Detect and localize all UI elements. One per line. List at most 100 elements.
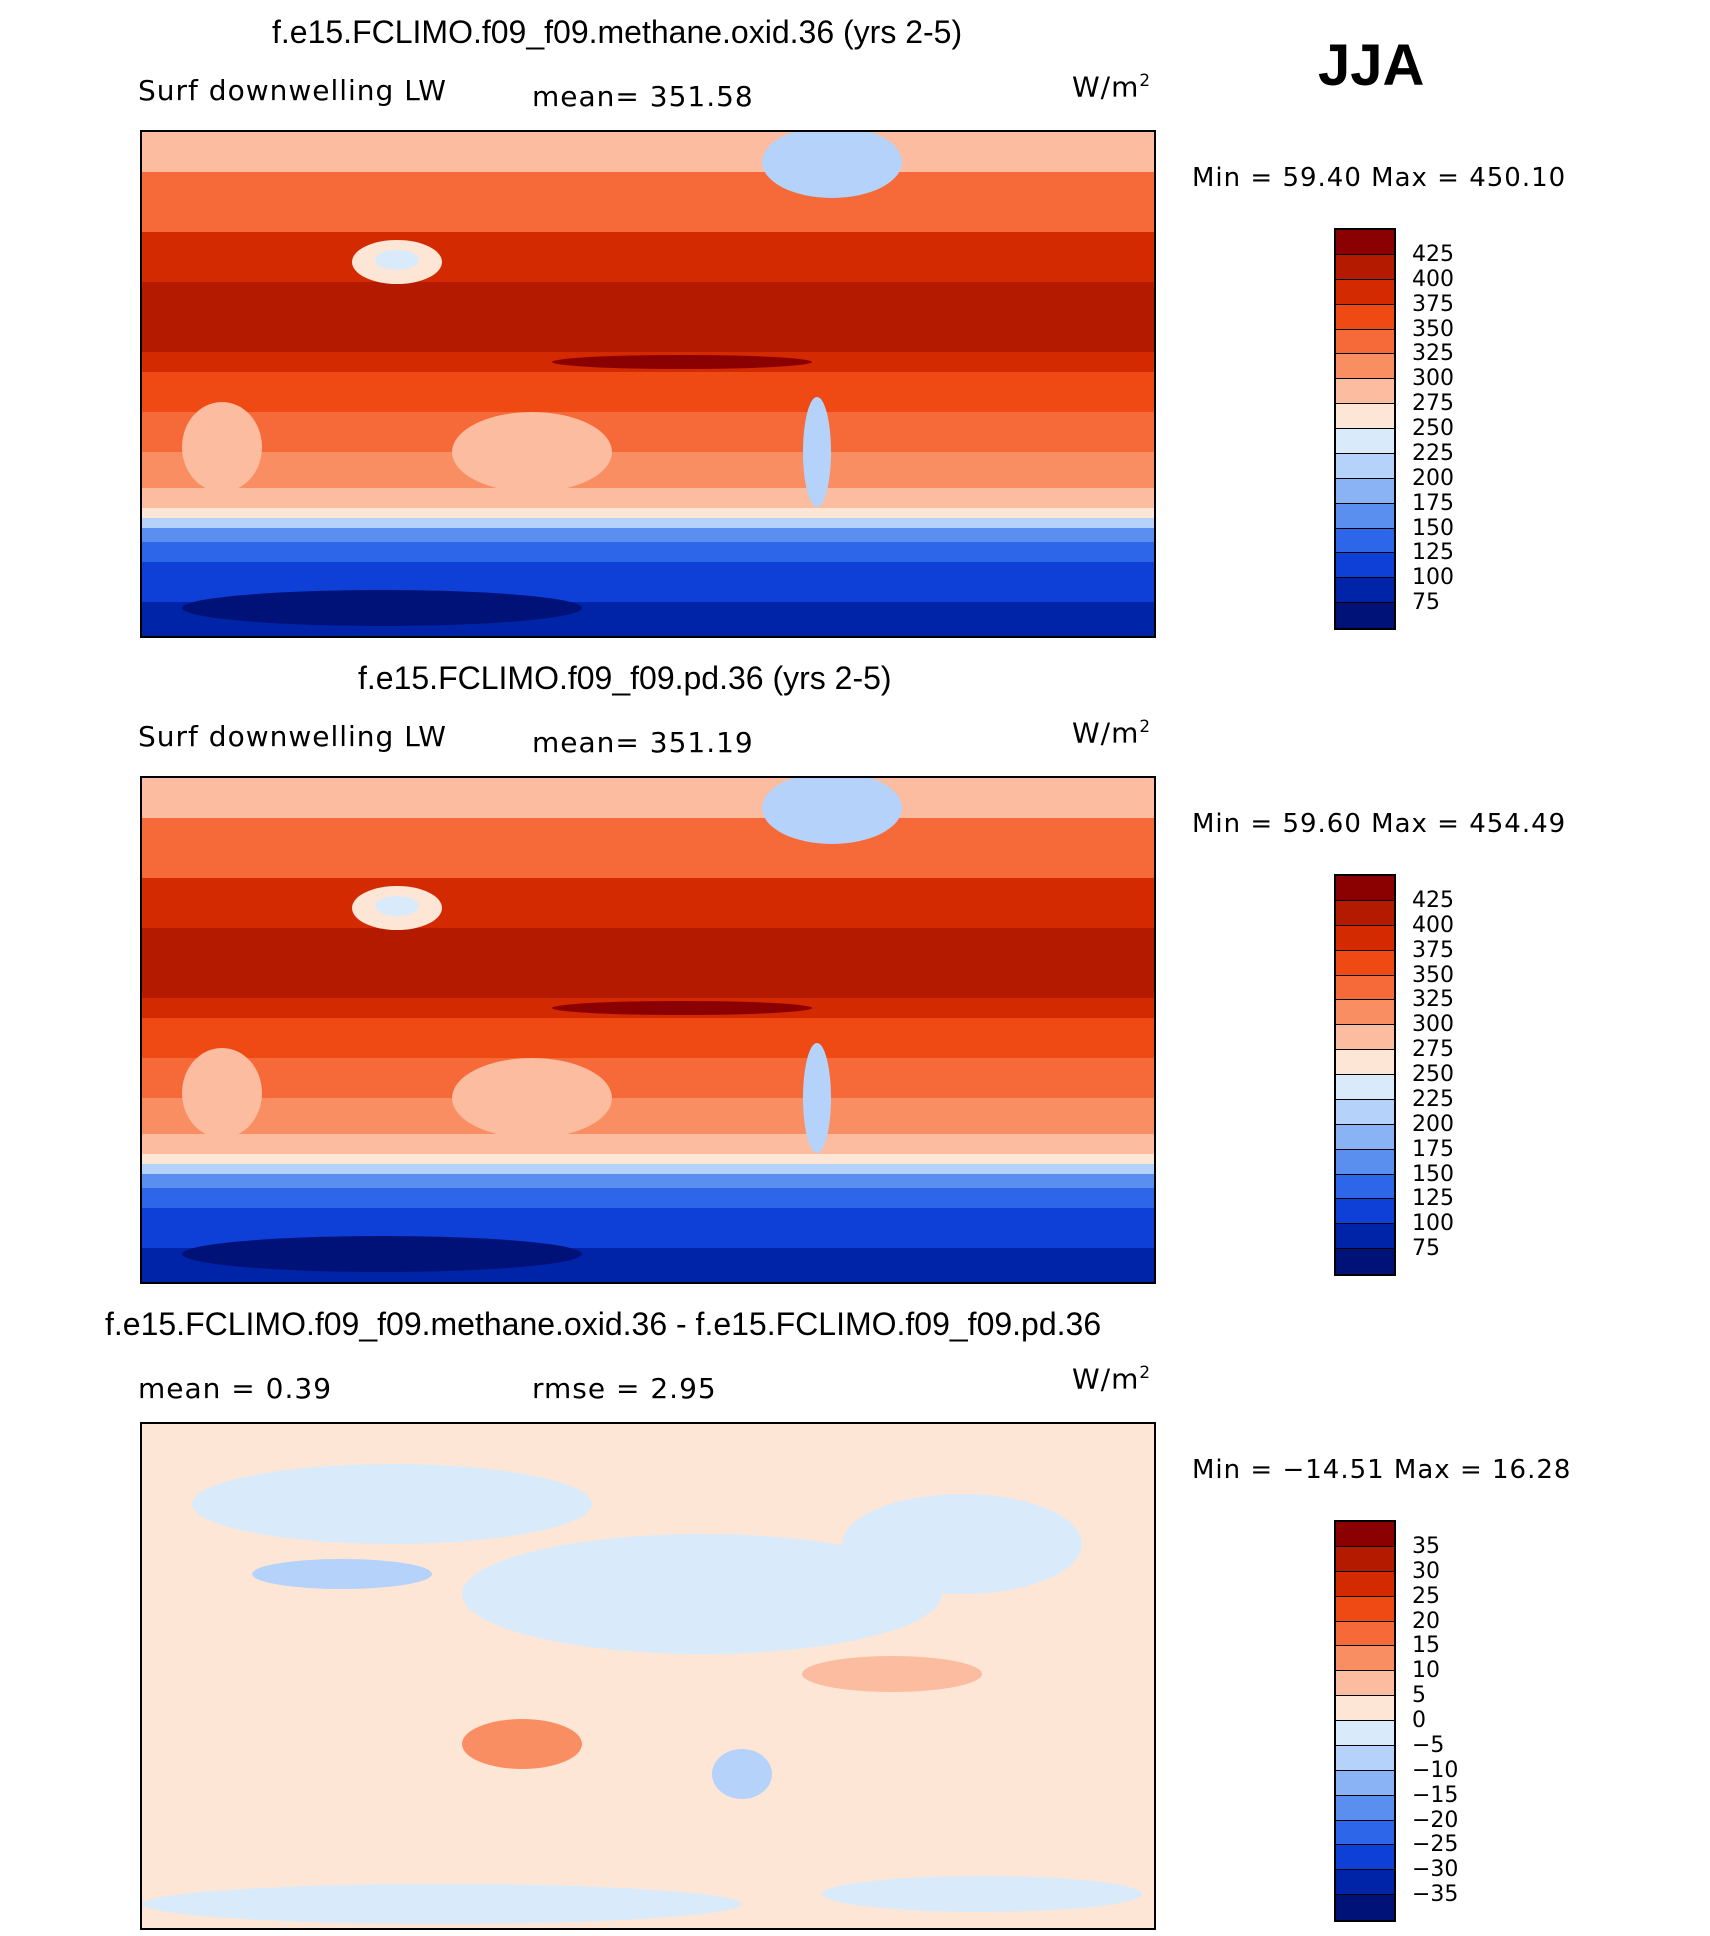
colorbar-segment [1336,528,1394,554]
colorbar-segment [1336,1174,1394,1200]
colorbar-segment [1336,1745,1394,1771]
colorbar-label: 125 [1412,540,1454,566]
colorbar-segment [1336,950,1394,976]
colorbar-label: 175 [1412,490,1454,516]
panel2-title: f.e15.FCLIMO.f09_f09.pd.36 (yrs 2-5) [358,660,892,696]
colorbar-segment [1336,553,1394,579]
colorbar-segment [1336,1596,1394,1622]
colorbar-label: 425 [1412,887,1454,913]
colorbar-label: 20 [1412,1608,1440,1634]
colorbar-label: 400 [1412,266,1454,292]
colorbar-segment [1336,1795,1394,1821]
colorbar-segment [1336,1025,1394,1051]
colorbar-label: 250 [1412,1062,1454,1087]
panel1-units: W/m2 [1072,70,1152,104]
colorbar-segment [1336,429,1394,454]
colorbar-label: 150 [1412,1161,1454,1187]
colorbar-label: 75 [1412,1236,1440,1262]
colorbar-segment [1336,304,1394,330]
colorbar-segment [1336,876,1394,901]
panel1-map-svg [142,132,1154,636]
colorbar-label: −35 [1412,1882,1459,1908]
colorbar-label: −20 [1412,1807,1459,1833]
panel3-map [140,1422,1156,1930]
colorbar-segment [1336,1075,1394,1100]
colorbar-segment [1336,453,1394,479]
colorbar-label: 325 [1412,987,1454,1013]
colorbar-label: 275 [1412,391,1454,417]
panel2-colorbar [1334,874,1396,1276]
colorbar-segment [1336,1895,1394,1920]
colorbar-label: 425 [1412,241,1454,267]
colorbar-label: 200 [1412,465,1454,491]
colorbar-label: 250 [1412,416,1454,441]
panel3-minmax: Min = −14.51 Max = 16.28 [1192,1455,1572,1485]
colorbar-segment [1336,1522,1394,1547]
colorbar-segment [1336,1124,1394,1150]
panel2-minmax: Min = 59.60 Max = 454.49 [1192,809,1567,839]
panel1-variable: Surf downwelling LW [138,74,447,107]
colorbar-label: 75 [1412,590,1440,616]
colorbar-label: 300 [1412,366,1454,392]
colorbar-segment [1336,1199,1394,1225]
panel1-title: f.e15.FCLIMO.f09_f09.methane.oxid.36 (yr… [272,14,963,50]
colorbar-segment [1336,404,1394,429]
colorbar-label: 375 [1412,291,1454,317]
colorbar-segment [1336,329,1394,355]
colorbar-segment [1336,379,1394,405]
colorbar-segment [1336,254,1394,280]
colorbar-label: 350 [1412,962,1454,988]
colorbar-segment [1336,230,1394,255]
colorbar-segment [1336,603,1394,628]
colorbar-segment [1336,1820,1394,1846]
colorbar-label: 150 [1412,515,1454,541]
panel3-mean: mean = 0.39 [138,1372,333,1405]
colorbar-segment [1336,1571,1394,1597]
colorbar-label: 35 [1412,1533,1440,1559]
colorbar-segment [1336,925,1394,951]
panel2-mean: mean= 351.19 [532,726,754,759]
season-label: JJA [1318,33,1425,98]
panel3-title: f.e15.FCLIMO.f09_f09.methane.oxid.36 - f… [105,1306,1102,1342]
colorbar-segment [1336,1224,1394,1250]
colorbar-label: 15 [1412,1633,1440,1659]
colorbar-segment [1336,1621,1394,1647]
colorbar-segment [1336,1546,1394,1572]
colorbar-label: 0 [1412,1708,1426,1733]
colorbar-label: 225 [1412,1086,1454,1112]
colorbar-label: 400 [1412,912,1454,938]
panel3-rmse: rmse = 2.95 [532,1372,717,1405]
colorbar-segment [1336,1870,1394,1896]
colorbar-label: 325 [1412,341,1454,367]
colorbar-label: 175 [1412,1136,1454,1162]
colorbar-segment [1336,975,1394,1001]
panel1-mean: mean= 351.58 [532,80,754,113]
colorbar-label: 5 [1412,1683,1426,1709]
colorbar-segment [1336,578,1394,604]
colorbar-label: 350 [1412,316,1454,342]
colorbar-segment [1336,279,1394,305]
colorbar-segment [1336,1000,1394,1026]
colorbar-segment [1336,1721,1394,1746]
panel2-variable: Surf downwelling LW [138,720,447,753]
colorbar-label: 125 [1412,1186,1454,1212]
colorbar-label: −5 [1412,1732,1445,1758]
colorbar-segment [1336,503,1394,529]
colorbar-label: 10 [1412,1658,1440,1684]
colorbar-label: −15 [1412,1782,1459,1808]
colorbar-label: 375 [1412,937,1454,963]
colorbar-label: 200 [1412,1111,1454,1137]
colorbar-label: 100 [1412,565,1454,591]
colorbar-segment [1336,1149,1394,1175]
colorbar-segment [1336,478,1394,504]
colorbar-segment [1336,1845,1394,1871]
colorbar-segment [1336,1770,1394,1796]
panel2-map [140,776,1156,1284]
colorbar-label: 225 [1412,440,1454,466]
colorbar-segment [1336,1671,1394,1697]
colorbar-label: 300 [1412,1012,1454,1038]
panel1-minmax: Min = 59.40 Max = 450.10 [1192,163,1567,193]
panel3-map-svg [142,1424,1154,1928]
colorbar-label: −10 [1412,1757,1459,1783]
colorbar-label: 100 [1412,1211,1454,1237]
